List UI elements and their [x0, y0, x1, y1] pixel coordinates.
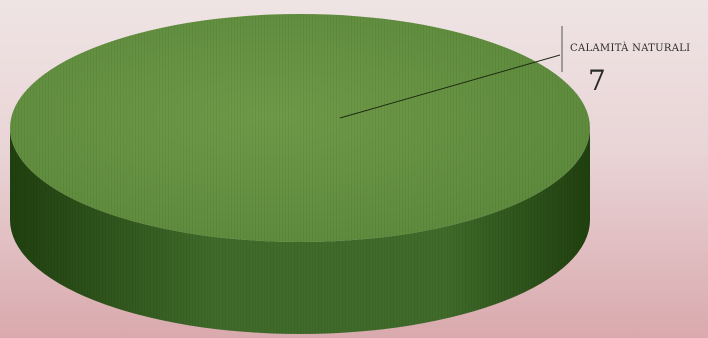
slice-value: 7	[588, 64, 606, 97]
pie-side-texture	[10, 128, 590, 334]
slice-label: CALAMITÀ NATURALI	[570, 42, 690, 54]
slice-leader-line	[339, 54, 561, 119]
pie-top-texture	[10, 14, 590, 242]
